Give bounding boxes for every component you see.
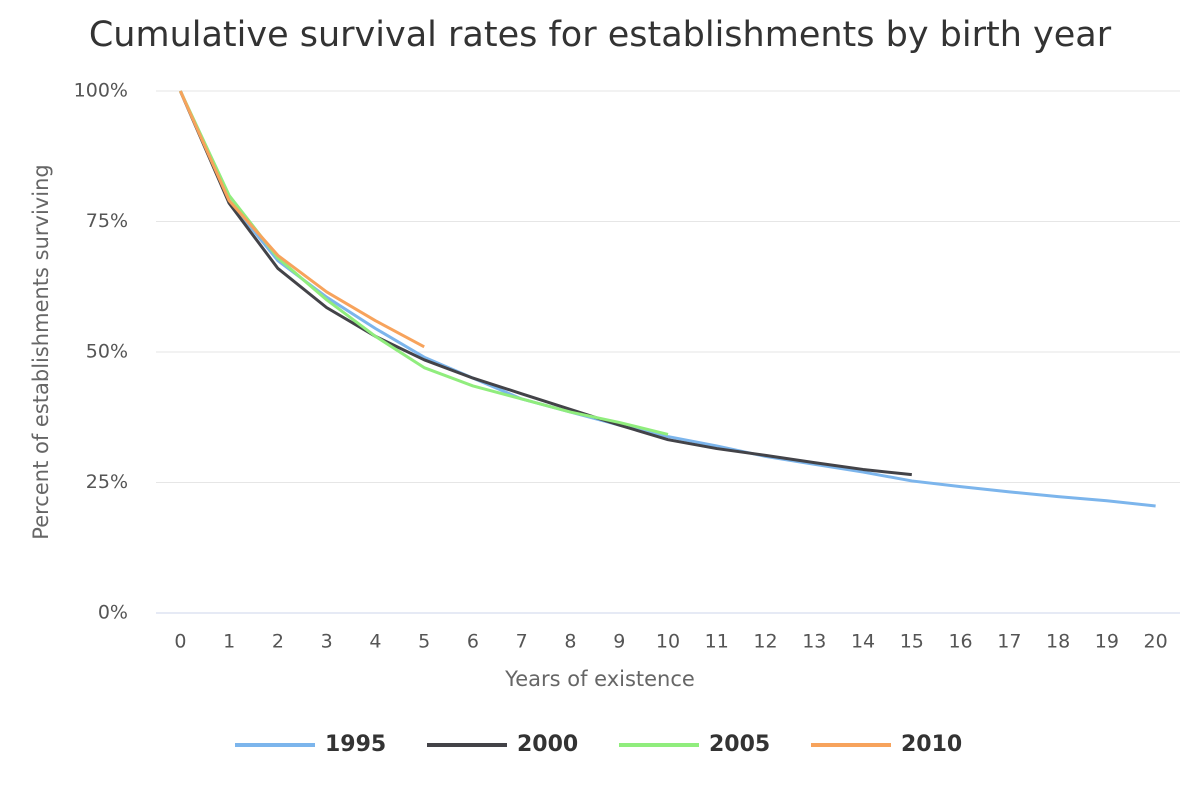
y-tick-label: 100% [74,80,128,102]
legend-label: 2005 [709,732,770,757]
x-tick-label: 18 [1046,631,1070,653]
x-tick-label: 5 [418,631,430,653]
x-tick-label: 16 [948,631,972,653]
x-tick-label: 9 [613,631,625,653]
x-tick-label: 2 [272,631,284,653]
chart-title: Cumulative survival rates for establishm… [89,15,1112,55]
x-tick-label: 13 [802,631,826,653]
y-tick-label: 50% [86,341,128,363]
x-tick-label: 12 [753,631,777,653]
legend-label: 2000 [517,732,578,757]
x-tick-label: 17 [997,631,1021,653]
x-tick-label: 15 [900,631,924,653]
x-tick-label: 6 [467,631,479,653]
series-line [179,90,425,349]
y-tick-label: 25% [86,471,128,493]
x-tick-label: 10 [656,631,680,653]
series-line [179,90,912,477]
y-axis-title: Percent of establishments surviving [29,164,53,539]
legend-label: 1995 [325,732,386,757]
legend-label: 2010 [901,732,962,757]
x-tick-label: 7 [516,631,528,653]
x-tick-label: 1 [223,631,235,653]
x-tick-label: 20 [1144,631,1168,653]
x-tick-label: 14 [851,631,875,653]
x-tick-label: 11 [705,631,729,653]
series-line [179,90,669,436]
series-line [179,90,1156,508]
x-tick-label: 19 [1095,631,1119,653]
x-axis-title: Years of existence [504,667,695,691]
x-tick-label: 3 [321,631,333,653]
x-tick-label: 4 [369,631,381,653]
x-tick-label: 8 [564,631,576,653]
y-tick-label: 0% [98,602,128,624]
x-tick-label: 0 [174,631,186,653]
y-tick-label: 75% [86,210,128,232]
